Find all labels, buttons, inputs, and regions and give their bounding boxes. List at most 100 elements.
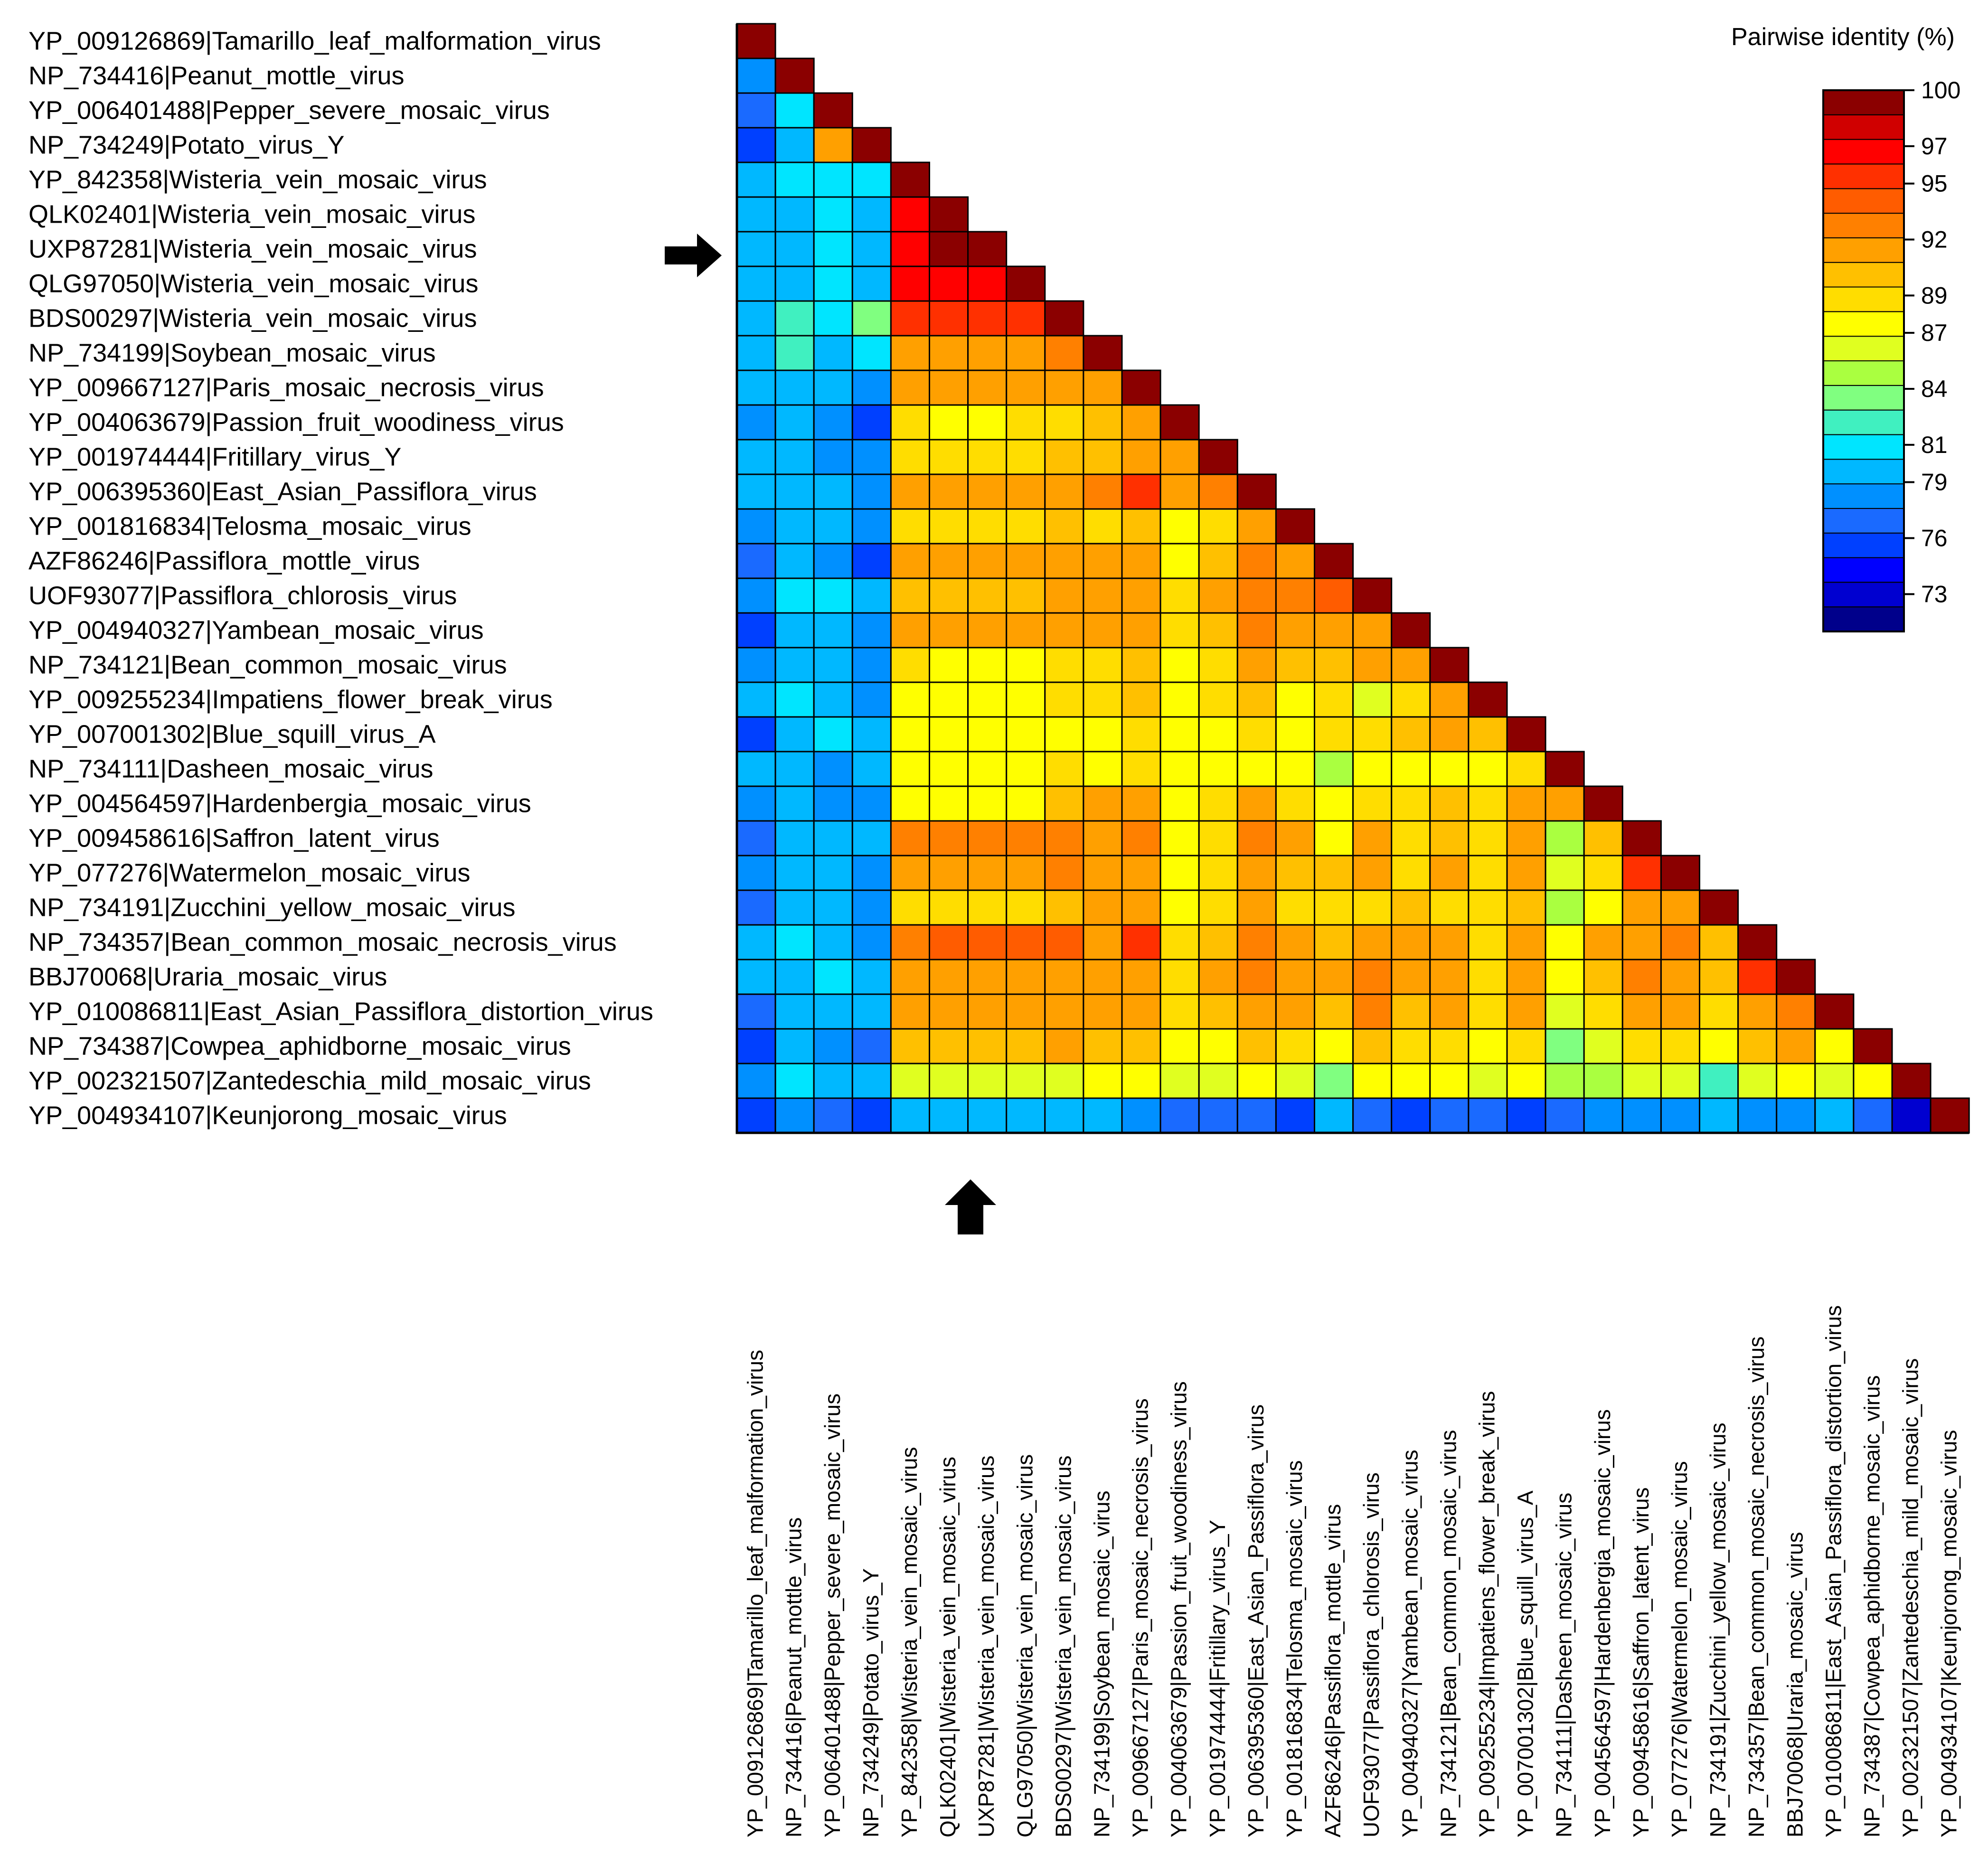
heatmap-cell [1314,1028,1354,1064]
heatmap-cell [736,265,776,302]
heatmap-cell [1699,993,1739,1030]
heatmap-cell [1352,751,1393,787]
heatmap-cell [851,161,892,198]
colorbar-segment [1823,409,1904,435]
heatmap-cell [1275,751,1315,787]
heatmap-cell [1583,993,1623,1030]
heatmap-cell [813,820,853,857]
heatmap-cell [1006,543,1046,579]
heatmap-cell [1159,543,1200,579]
heatmap-cell [1159,647,1200,683]
heatmap-cell [1314,612,1354,649]
heatmap-cell [1621,889,1662,926]
heatmap-cell [736,577,776,614]
heatmap-cell [774,959,815,995]
column-label: YP_009255234|Impatiens_flower_break_viru… [1474,1391,1499,1837]
heatmap-cell [1621,1063,1662,1099]
heatmap-cell [1159,820,1200,857]
heatmap-cell [929,543,969,579]
heatmap-cell [1391,993,1431,1030]
heatmap-cell [1006,993,1046,1030]
heatmap-cell [851,959,892,995]
heatmap-cell [1044,577,1084,614]
heatmap-cell [813,924,853,960]
heatmap-cell [1891,1063,1931,1099]
heatmap-cell [736,161,776,198]
heatmap-cell [890,439,931,475]
heatmap-cell [1699,1063,1739,1099]
heatmap-cell [967,473,1008,510]
column-label: YP_001974444|Fritillary_virus_Y [1205,1520,1230,1837]
colorbar-ticks: 100 97 95 92 89 87 84 81 79 76 73 [1904,77,1960,607]
heatmap-cell [774,196,815,233]
heatmap-cell [1314,924,1354,960]
heatmap-cell [851,265,892,302]
heatmap-cell [1583,889,1623,926]
heatmap-cell [813,335,853,371]
heatmap-cell [1044,889,1084,926]
heatmap-cell [813,92,853,129]
heatmap-cell [929,231,969,267]
heatmap-cell [1468,855,1508,891]
row-label: QLG97050|Wisteria_vein_mosaic_virus [28,270,478,298]
heatmap-cell [1198,612,1238,649]
heatmap-cell [967,439,1008,475]
heatmap-cell [774,681,815,718]
heatmap-cell [967,335,1008,371]
heatmap-cell [1699,924,1739,960]
heatmap-cell [1236,751,1277,787]
column-label: YP_001816834|Telosma_mosaic_virus [1282,1460,1307,1837]
heatmap-cell [890,508,931,545]
heatmap-cell [1275,924,1315,960]
heatmap-cell [774,57,815,94]
heatmap-cell [1468,820,1508,857]
heatmap-cell [1006,612,1046,649]
heatmap-cell [736,716,776,753]
heatmap-cell [1660,993,1700,1030]
heatmap-cell [851,924,892,960]
column-label: BDS00297|Wisteria_vein_mosaic_virus [1051,1455,1075,1837]
row-label: AZF86246|Passiflora_mottle_virus [28,547,420,575]
heatmap-cell [890,647,931,683]
heatmap-cell [774,751,815,787]
heatmap-cell [774,473,815,510]
heatmap-cell [1083,647,1123,683]
heatmap-cell [1198,889,1238,926]
heatmap-cell [1429,716,1470,753]
heatmap-cell [1083,855,1123,891]
heatmap-cell [929,785,969,822]
heatmap-cell [1198,924,1238,960]
heatmap-cell [1429,855,1470,891]
heatmap-cell [1275,612,1315,649]
heatmap-cell [890,369,931,406]
heatmap-cell [1391,612,1431,649]
heatmap-cell [813,508,853,545]
heatmap-cell [1314,543,1354,579]
heatmap-cell [1159,681,1200,718]
heatmap-cell [851,855,892,891]
heatmap-cell [1776,1028,1816,1064]
heatmap-cell [774,785,815,822]
heatmap-cell [929,751,969,787]
heatmap-cell [1159,855,1200,891]
heatmap-cell [774,889,815,926]
heatmap-cell [1159,439,1200,475]
heatmap-cell [1391,1097,1431,1134]
heatmap-cell [813,959,853,995]
heatmap-cell [1044,1063,1084,1099]
heatmap-cell [967,577,1008,614]
column-labels: YP_009126869|Tamarillo_leaf_malformation… [743,1305,1961,1837]
heatmap-cell [1583,1097,1623,1134]
heatmap-cell [1198,577,1238,614]
heatmap-cell [1159,577,1200,614]
colorbar-segments [1822,89,1905,632]
heatmap-cell [967,924,1008,960]
heatmap-cell [1236,508,1277,545]
heatmap-cell [1583,924,1623,960]
heatmap-cell [890,993,931,1030]
heatmap-cell [1814,993,1855,1030]
heatmap-cell [1044,647,1084,683]
column-label: YP_004063679|Passion_fruit_woodiness_vir… [1167,1381,1191,1837]
heatmap-cell [736,300,776,337]
heatmap-cell [1044,1097,1084,1134]
